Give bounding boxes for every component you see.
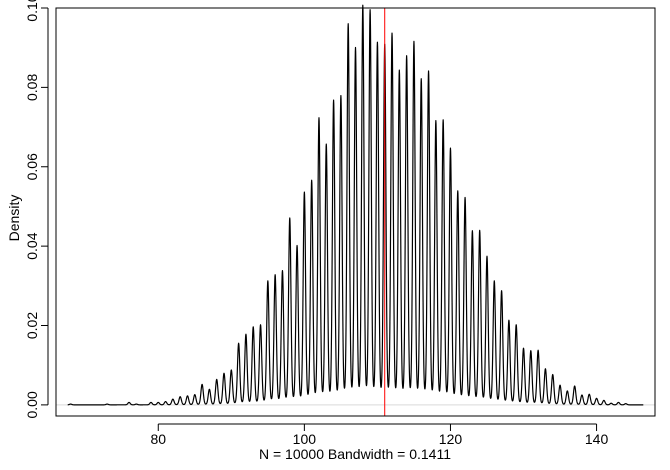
y-tick-label: 0.00 (24, 391, 40, 418)
y-tick-label: 0.06 (24, 153, 40, 180)
x-tick-label: 140 (585, 431, 609, 447)
y-axis: 0.00 0.02 0.04 0.06 0.08 0.10 (24, 0, 49, 419)
x-axis-label: N = 10000 Bandwidth = 0.1411 (259, 446, 451, 462)
y-tick-label: 0.04 (24, 232, 40, 259)
x-tick-label: 80 (150, 431, 166, 447)
y-tick-label: 0.02 (24, 312, 40, 339)
plot-area (55, 4, 656, 417)
x-axis: 80 100 120 140 (150, 423, 609, 447)
plot-frame (55, 7, 656, 417)
x-tick-label: 100 (293, 431, 317, 447)
y-axis-label: Density (6, 195, 22, 242)
density-curve-line (67, 4, 644, 406)
y-tick-label: 0.08 (24, 74, 40, 101)
y-tick-label: 0.10 (24, 0, 40, 22)
x-tick-label: 120 (439, 431, 463, 447)
